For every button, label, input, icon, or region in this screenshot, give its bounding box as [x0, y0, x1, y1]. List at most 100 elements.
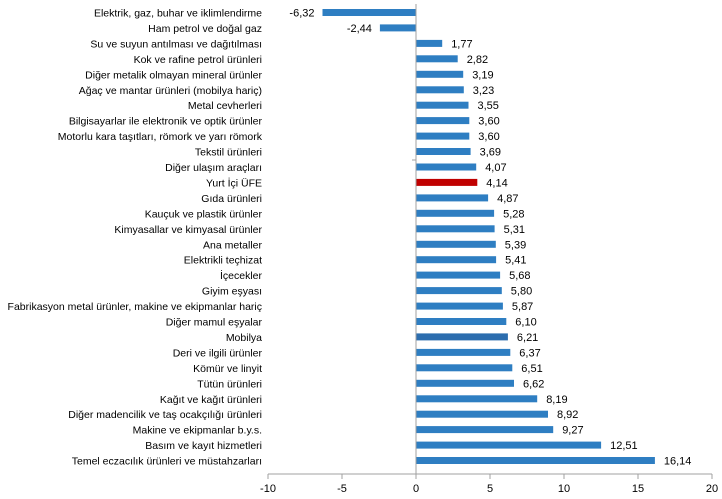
bar	[416, 379, 514, 387]
bars-group	[322, 9, 655, 464]
x-tick-label: 15	[632, 483, 644, 495]
bar	[416, 318, 507, 325]
x-tick-label: -5	[337, 483, 347, 495]
bar	[416, 426, 554, 434]
bar	[416, 163, 477, 171]
category-label: Diğer mamul eşyalar	[166, 317, 263, 329]
bar	[416, 287, 502, 295]
category-label: Diğer metalik olmayan mineral ürünler	[85, 69, 262, 81]
value-label: 4,87	[497, 193, 518, 205]
category-label: Kok ve rafine petrol ürünleri	[134, 54, 262, 66]
category-label: İçecekler	[220, 269, 263, 282]
category-label: Basım ve kayıt hizmetleri	[145, 440, 262, 452]
bar	[416, 86, 464, 94]
value-label: 3,19	[472, 69, 493, 81]
value-label: 6,62	[523, 378, 544, 390]
category-label: Mobilya	[226, 332, 262, 344]
category-label: Bilgisayarlar ile elektronik ve optik ür…	[69, 116, 263, 128]
value-label: 9,27	[562, 425, 583, 437]
value-label: 6,51	[521, 363, 542, 375]
category-label: Kömür ve linyit	[193, 363, 262, 375]
category-label: Tütün ürünleri	[197, 378, 262, 390]
category-label: Ham petrol ve doğal gaz	[148, 23, 262, 35]
category-label: Kimyasallar ve kimyasal ürünler	[114, 224, 262, 236]
bar	[416, 441, 602, 449]
value-label: 1,77	[451, 38, 472, 50]
category-label: Tekstil ürünleri	[195, 147, 262, 159]
bar	[416, 55, 458, 63]
value-labels-group: -6,32 -2,44 1,77 2,82 3,19 3,23 3,55 3,60 3,60 3,…	[289, 8, 691, 468]
bar	[322, 9, 416, 16]
bar	[416, 194, 489, 202]
bar	[379, 24, 416, 32]
value-label: 5,31	[504, 224, 525, 236]
bar	[416, 457, 655, 464]
x-tick-label: -10	[260, 483, 276, 495]
category-label: Kağıt ve kağıt ürünleri	[160, 394, 262, 406]
bar	[416, 225, 495, 233]
value-label: 6,10	[515, 317, 536, 329]
bar	[416, 70, 464, 78]
category-label: Su ve suyun antılması ve dağıtılması	[90, 38, 262, 50]
category-label: Yurt İçi ÜFE	[206, 176, 262, 189]
category-label: Makine ve ekipmanlar b.y.s.	[133, 425, 262, 437]
value-label: 3,23	[473, 85, 494, 97]
value-label: 5,41	[505, 255, 526, 267]
x-tick-label: 5	[487, 483, 493, 495]
category-label: Elektrik, gaz, buhar ve iklimlendirme	[94, 8, 262, 20]
category-label: Elektrikli teçhizat	[184, 255, 262, 267]
value-label: 8,19	[546, 394, 567, 406]
axes-group: -10 -5 0 5 10 15 20	[260, 4, 718, 495]
bar	[416, 302, 503, 310]
category-label: Diğer madencilik ve taş ocakçılığı ürünl…	[68, 409, 262, 421]
value-label: 6,37	[519, 347, 540, 359]
value-label: 5,87	[512, 301, 533, 313]
bar	[416, 333, 508, 341]
bar	[416, 148, 471, 155]
x-tick-label: 10	[558, 483, 570, 495]
bar	[416, 271, 501, 279]
value-label: 8,92	[557, 409, 578, 421]
category-label: Ağaç ve mantar ürünleri (mobilya hariç)	[79, 85, 262, 97]
bar	[416, 395, 538, 403]
category-label: Ana metaller	[203, 239, 262, 251]
value-label: 5,80	[511, 286, 532, 298]
category-label: Giyim eşyası	[202, 286, 262, 298]
value-label: 4,14	[486, 177, 507, 189]
bar	[416, 256, 497, 264]
category-label: Kauçuk ve plastik ürünler	[145, 208, 263, 220]
value-label: 5,39	[505, 239, 526, 251]
value-label: 4,07	[485, 162, 506, 174]
category-label: Deri ve ilgili ürünler	[173, 347, 263, 359]
bar	[416, 410, 548, 418]
value-label: 2,82	[467, 54, 488, 66]
bar	[416, 348, 511, 356]
category-label: Metal cevherleri	[188, 100, 262, 112]
x-tick-label: 20	[706, 483, 718, 495]
value-label: 5,68	[509, 270, 530, 282]
category-label: Diğer ulaşım araçları	[165, 162, 262, 174]
bar	[416, 132, 470, 140]
value-label: 12,51	[610, 440, 638, 452]
category-labels-group: Elektrik, gaz, buhar ve iklimlendirme Ham…	[8, 8, 263, 468]
value-label: 3,60	[478, 131, 499, 143]
category-label: Temel eczacılık ürünleri ve müstahzarlar…	[72, 456, 262, 468]
bar	[416, 117, 470, 125]
value-label: -2,44	[347, 23, 372, 35]
category-label: Fabrikasyon metal ürünler, makine ve eki…	[8, 301, 262, 313]
bar	[416, 364, 513, 372]
value-label: 3,69	[480, 147, 501, 159]
category-label: Motorlu kara taşıtları, römork ve yarı r…	[58, 131, 263, 143]
category-label: Gıda ürünleri	[201, 193, 262, 205]
bar	[416, 39, 443, 47]
bar	[416, 101, 469, 109]
bar	[416, 240, 496, 248]
value-label: 3,55	[478, 100, 499, 112]
x-tick-label: 0	[413, 483, 419, 495]
bar	[416, 209, 495, 217]
value-label: 3,60	[478, 116, 499, 128]
value-label: 5,28	[503, 208, 524, 220]
bar	[416, 178, 478, 186]
value-label: 6,21	[517, 332, 538, 344]
